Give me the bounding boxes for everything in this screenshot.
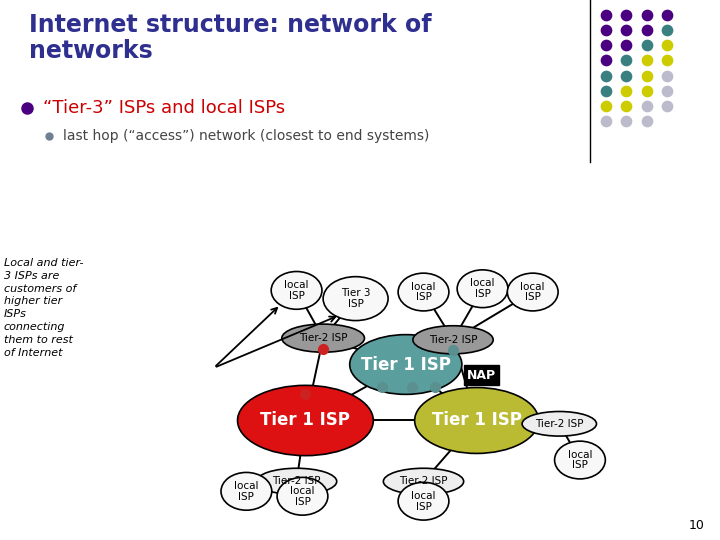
Ellipse shape — [238, 386, 374, 456]
Text: local
ISP: local ISP — [284, 280, 309, 301]
Point — [661, 41, 672, 50]
Ellipse shape — [508, 273, 558, 311]
Text: local
ISP: local ISP — [470, 278, 495, 299]
Ellipse shape — [415, 388, 539, 454]
Point — [600, 117, 612, 125]
Text: Tier 3
ISP: Tier 3 ISP — [341, 288, 370, 309]
Text: Local and tier-
3 ISPs are
customers of
higher tier
ISPs
connecting
them to rest: Local and tier- 3 ISPs are customers of … — [4, 258, 83, 357]
Point — [641, 102, 652, 110]
Point — [621, 86, 632, 95]
Text: Tier 1 ISP: Tier 1 ISP — [261, 411, 351, 429]
Ellipse shape — [271, 272, 322, 309]
Ellipse shape — [350, 335, 462, 394]
Point — [600, 26, 612, 35]
Point — [621, 11, 632, 19]
Text: local
ISP: local ISP — [567, 450, 593, 470]
Point — [600, 102, 612, 110]
Point — [600, 71, 612, 80]
Point — [661, 102, 672, 110]
Text: Tier-2 ISP: Tier-2 ISP — [272, 476, 321, 487]
Point — [661, 26, 672, 35]
Ellipse shape — [323, 276, 388, 321]
Point — [641, 71, 652, 80]
Point — [600, 11, 612, 19]
Ellipse shape — [457, 270, 508, 308]
Text: local
ISP: local ISP — [521, 282, 545, 302]
Text: Tier 1 ISP: Tier 1 ISP — [361, 355, 451, 374]
Point — [641, 86, 652, 95]
Point — [641, 11, 652, 19]
Ellipse shape — [256, 468, 337, 495]
Point — [641, 26, 652, 35]
Point — [641, 117, 652, 125]
Ellipse shape — [277, 477, 328, 515]
Point — [621, 26, 632, 35]
Ellipse shape — [398, 273, 449, 311]
Text: Tier-2 ISP: Tier-2 ISP — [299, 333, 347, 343]
Ellipse shape — [522, 411, 596, 436]
Ellipse shape — [554, 441, 606, 479]
Point — [600, 86, 612, 95]
Text: NAP: NAP — [467, 368, 496, 382]
Text: 10: 10 — [688, 519, 704, 532]
Text: Internet structure: network of
networks: Internet structure: network of networks — [29, 14, 431, 63]
Text: “Tier-3” ISPs and local ISPs: “Tier-3” ISPs and local ISPs — [43, 99, 285, 117]
Point — [621, 71, 632, 80]
Text: Tier-2 ISP: Tier-2 ISP — [535, 419, 583, 429]
Point — [621, 41, 632, 50]
Ellipse shape — [383, 468, 464, 495]
Point — [661, 56, 672, 65]
Ellipse shape — [282, 324, 364, 352]
Ellipse shape — [221, 472, 271, 510]
Point — [641, 41, 652, 50]
Text: last hop (“access”) network (closest to end systems): last hop (“access”) network (closest to … — [63, 129, 430, 143]
Text: local
ISP: local ISP — [234, 481, 258, 502]
Point — [600, 41, 612, 50]
Text: local
ISP: local ISP — [290, 486, 315, 507]
Point — [621, 117, 632, 125]
Text: Tier-2 ISP: Tier-2 ISP — [429, 335, 477, 345]
Point — [661, 71, 672, 80]
Point — [661, 11, 672, 19]
Point — [661, 86, 672, 95]
Point — [621, 56, 632, 65]
Text: local
ISP: local ISP — [411, 282, 436, 302]
Point — [621, 102, 632, 110]
Point — [641, 56, 652, 65]
Text: Tier 1 ISP: Tier 1 ISP — [432, 411, 521, 429]
Point — [600, 56, 612, 65]
Ellipse shape — [413, 326, 493, 354]
Text: Tier-2 ISP: Tier-2 ISP — [400, 476, 448, 487]
Ellipse shape — [398, 482, 449, 520]
Text: local
ISP: local ISP — [411, 491, 436, 511]
